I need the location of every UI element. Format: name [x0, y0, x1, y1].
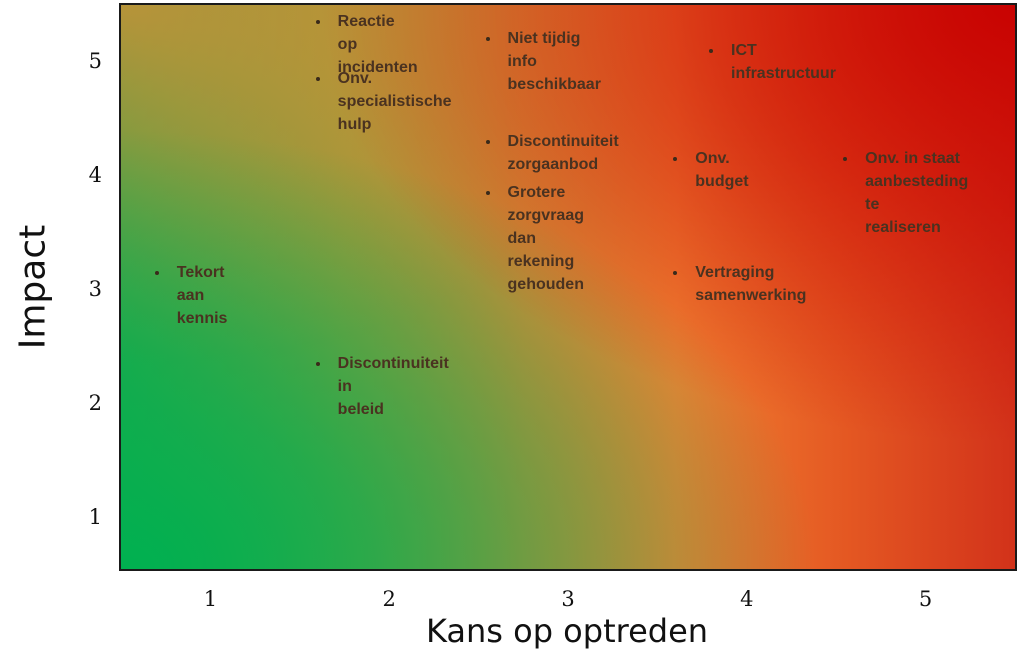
y-tick-label: 5 — [88, 48, 102, 73]
point-label: Niet tijdig info beschikbaar — [507, 30, 601, 94]
points-layer: Reactie op incidenten Onv. specialistisch… — [121, 5, 1015, 569]
x-axis-label: Kans op optreden — [425, 612, 709, 650]
x-tick-label: 4 — [740, 587, 754, 611]
point-label: Onv. in staat aanbesteding te realiseren — [865, 149, 969, 236]
point-marker — [315, 20, 320, 25]
point-marker — [315, 77, 320, 82]
point-label: Vertraging samenwerking — [695, 263, 807, 304]
point-marker — [485, 37, 490, 42]
risk-gradient-overlay — [121, 5, 1015, 569]
y-tick-label: 1 — [88, 504, 102, 529]
point-marker — [709, 48, 714, 53]
point-label: Reactie op incidenten — [337, 13, 418, 77]
point-marker — [485, 139, 490, 144]
point-marker — [843, 156, 848, 161]
point-marker — [485, 191, 490, 195]
y-tick-label: 2 — [88, 390, 102, 415]
x-tick-label: 2 — [382, 587, 396, 611]
point-marker — [673, 156, 678, 161]
y-axis-label: Impact — [12, 224, 54, 350]
point-label: Discontinuiteit in beleid — [337, 354, 449, 418]
point-label: ICT infrastructuur — [731, 41, 836, 82]
y-tick-label: 4 — [88, 162, 102, 187]
x-tick-label: 3 — [561, 587, 575, 611]
plot-area: Reactie op incidenten Onv. specialistisch… — [119, 3, 1017, 571]
point-label: Grotere zorgvraag dan rekening gehouden — [507, 184, 584, 293]
point-marker — [673, 270, 678, 275]
point-marker — [315, 361, 320, 366]
point-label: Discontinuiteit zorgaanbod — [507, 132, 619, 173]
point-marker — [154, 270, 159, 275]
point-label: Onv. budget — [695, 149, 749, 190]
x-tick-label: 1 — [203, 587, 218, 611]
x-tick-label: 5 — [918, 587, 933, 611]
point-label: Tekort aan kennis — [176, 263, 228, 327]
point-label: Onv. specialistische hulp — [337, 70, 452, 134]
y-tick-label: 3 — [88, 276, 102, 301]
